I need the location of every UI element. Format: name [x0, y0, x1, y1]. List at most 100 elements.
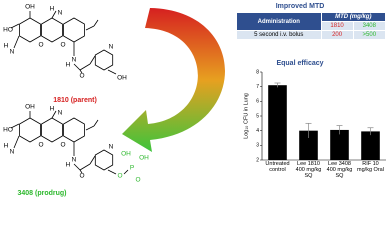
atom: H — [50, 106, 55, 113]
structure-parent — [10, 10, 117, 75]
atom: H — [66, 162, 71, 169]
atom: OH — [121, 151, 131, 158]
atom: N — [58, 10, 63, 17]
atom: N — [109, 144, 114, 151]
cell: 3408 — [352, 21, 387, 31]
bond — [85, 25, 95, 31]
atom: O — [38, 142, 43, 149]
chart-title: Equal efficacy — [276, 60, 323, 67]
header-row: Administration MTD (mg/kg) — [236, 12, 387, 31]
y-tick-label: 4 — [256, 128, 259, 134]
ring — [63, 117, 85, 143]
header-cell: MTD (mg/kg) — [320, 12, 387, 22]
y-axis-label: Log₁₀ CFU in Lung — [243, 93, 249, 139]
x-tick-label: Untreated control — [265, 161, 290, 174]
bond — [107, 69, 117, 75]
x-tick-label: Lee 1810 400 mg/kg SQ — [295, 161, 322, 180]
cell: 1810 — [320, 21, 354, 31]
transform-arrow — [122, 8, 225, 152]
x-tick-label: Lee 3408 400 mg/kg SQ — [326, 161, 353, 180]
bond — [123, 169, 129, 175]
figure: OH HO N H H N O O H N O N OH OH HO N H H… — [3, 3, 386, 197]
pyridine-ring — [94, 49, 114, 71]
ring — [19, 117, 41, 143]
y-tick-label: 3 — [256, 143, 259, 149]
atom: O — [60, 42, 65, 49]
atom: HO — [3, 27, 13, 34]
parent-label: 1810 (parent) — [53, 97, 97, 104]
atom: H — [4, 43, 9, 50]
atom: N — [109, 44, 114, 51]
atom: H — [4, 143, 9, 150]
cell: 5 second i.v. bolus — [236, 30, 322, 40]
atom: N — [58, 110, 63, 117]
atom: N — [10, 49, 15, 56]
bond — [79, 69, 83, 74]
bond — [73, 163, 81, 171]
bond — [107, 169, 117, 175]
parent-atoms: OH HO N H H N O O H N O N OH — [3, 4, 127, 82]
atom: OH — [139, 155, 149, 162]
atom: OH — [25, 4, 35, 11]
prodrug-atoms: OH HO N H H N O O H N O N O P OH OH O — [3, 104, 149, 184]
bar — [330, 129, 349, 160]
x-tick-label-box: Untreated control — [265, 161, 290, 174]
y-tick-label: 5 — [256, 113, 259, 119]
atom: O — [117, 173, 122, 180]
atom: OH — [117, 75, 127, 82]
ring — [63, 17, 85, 43]
row: 5 second i.v. bolus 200 >500 — [236, 30, 387, 40]
x-tick-label-box: RIF 10 mg/kg Oral — [357, 161, 384, 174]
atom: H — [50, 6, 55, 13]
x-tick-label-box: Lee 1810 400 mg/kg SQ — [295, 161, 322, 180]
bond — [13, 35, 20, 49]
atom: OH — [25, 104, 35, 111]
cell: 200 — [320, 30, 354, 40]
bond — [79, 169, 83, 174]
bar — [299, 130, 318, 160]
atom: N — [10, 149, 15, 156]
bond — [10, 123, 20, 129]
y-tick-label: 2 — [256, 157, 259, 163]
bond — [79, 63, 91, 71]
bond — [93, 19, 99, 27]
atom: O — [38, 42, 43, 49]
bond — [51, 110, 57, 119]
bond — [73, 63, 81, 71]
bond — [89, 55, 96, 65]
ring — [19, 17, 41, 43]
ring — [41, 17, 63, 43]
mtd-table: Administration MTD (mg/kg) 1810 3408 5 s… — [236, 12, 387, 40]
y-tick-label: 6 — [256, 99, 259, 105]
bond — [51, 10, 57, 19]
ring — [41, 117, 63, 143]
bond — [79, 163, 91, 171]
atom: O — [135, 177, 140, 184]
bond — [85, 125, 95, 131]
bar — [268, 85, 287, 160]
x-tick-label-box: Lee 3408 400 mg/kg SQ — [326, 161, 353, 180]
atom: N — [72, 57, 77, 64]
pyridine-ring — [94, 149, 114, 171]
atom: N — [72, 157, 77, 164]
x-tick-label: RIF 10 mg/kg Oral — [357, 161, 384, 174]
header-cell: Administration — [236, 12, 322, 31]
atom: H — [66, 62, 71, 69]
bar — [361, 131, 380, 160]
y-tick-label: 7 — [256, 84, 259, 90]
bond — [10, 23, 20, 29]
bond — [93, 119, 99, 127]
atom: O — [60, 142, 65, 149]
prodrug-label: 3408 (prodrug) — [17, 190, 66, 197]
table-title: Improved MTD — [276, 3, 325, 10]
graphical-abstract: OH HO N H H N O O H N O N OH OH HO N H H… — [3, 2, 387, 197]
atom: O — [79, 173, 84, 180]
atom: HO — [3, 127, 13, 134]
bond — [89, 155, 96, 165]
cell: >500 — [352, 30, 387, 40]
y-tick-label: 8 — [256, 69, 259, 75]
bar-chart: Log₁₀ CFU in Lung 2 3 4 5 6 7 8 Untreated contro… — [243, 69, 386, 180]
bond — [13, 135, 20, 149]
atom: O — [79, 73, 84, 80]
structure-prodrug — [10, 110, 129, 175]
